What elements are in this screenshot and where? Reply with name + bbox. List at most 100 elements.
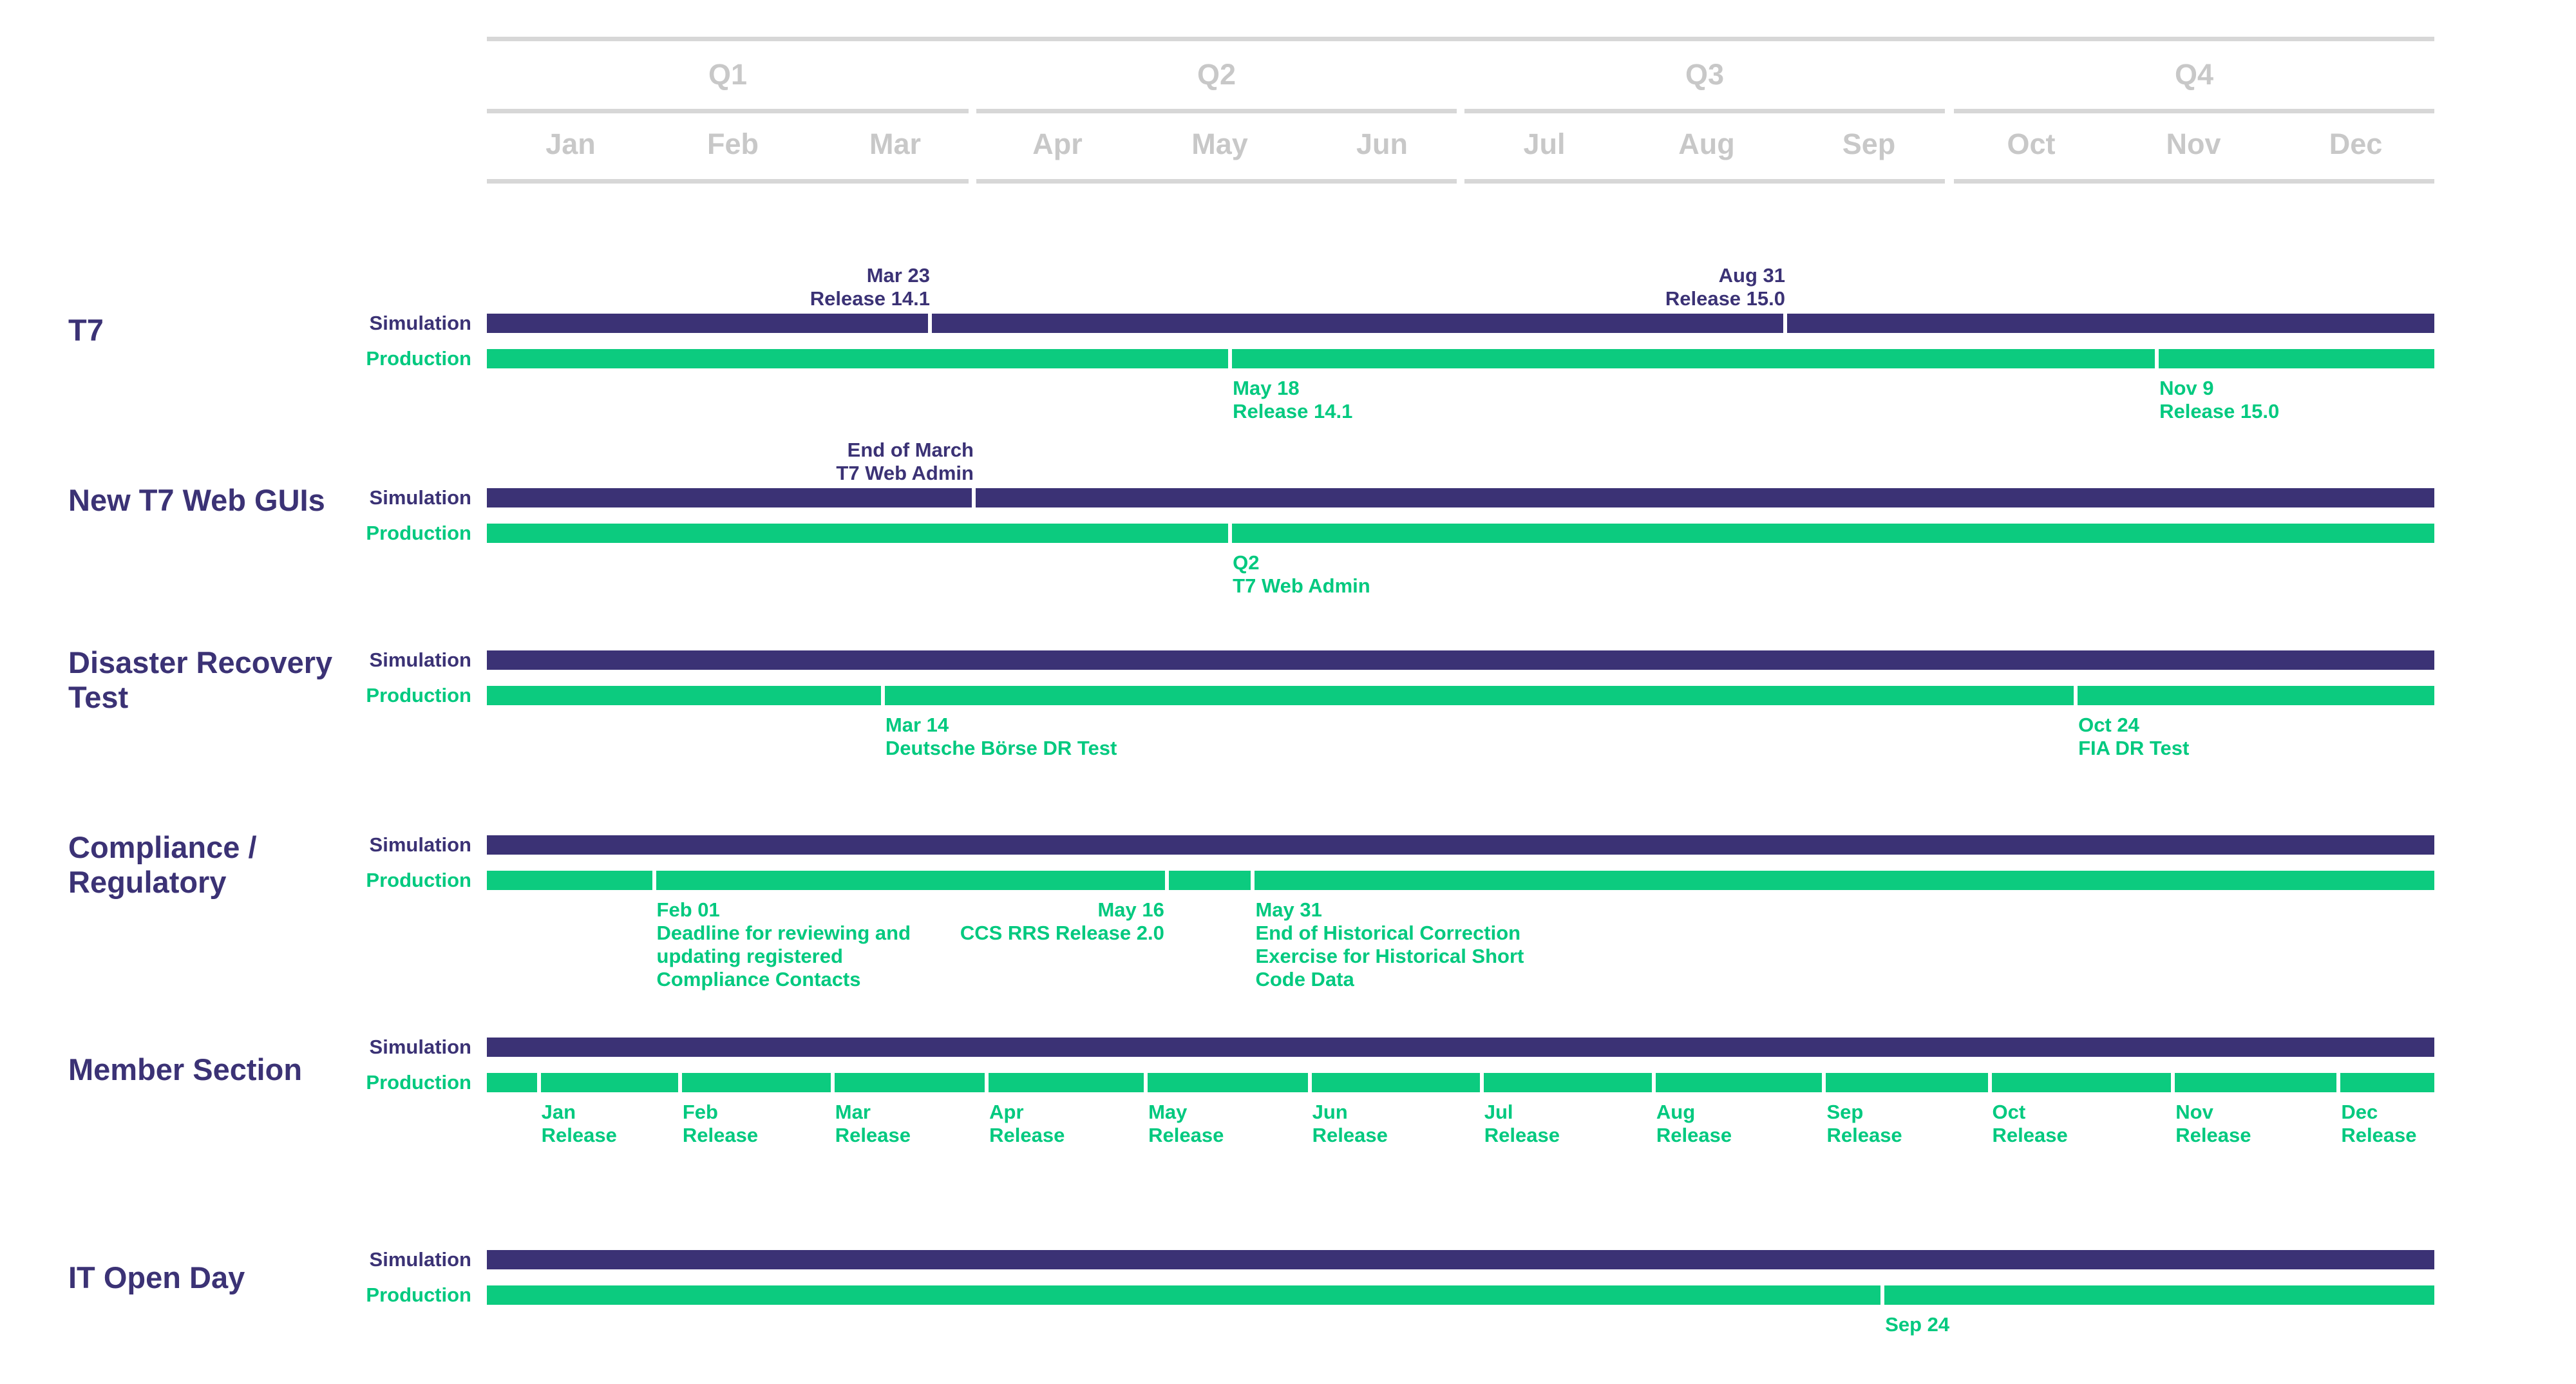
production-milestone-label: Feb 01 Deadline for reviewing and updatin… [657,898,927,991]
milestone-tick [927,314,932,333]
milestone-tick [1251,871,1255,890]
production-milestone-label: Sep 24 [1885,1313,1949,1336]
simulation-bar [487,1250,2434,1269]
milestone-text: End of Historical Correction Exercise fo… [1255,922,1524,991]
production-row-label: Production [366,1284,471,1306]
simulation-row-label: Simulation [369,312,471,334]
milestone-text: Release [541,1124,617,1146]
milestone-tick [1228,349,1233,368]
milestone-date: May 31 [1255,898,1322,921]
milestone-tick [1880,1285,1885,1305]
milestone-text: Release [835,1124,911,1146]
milestone-tick [1164,871,1169,890]
milestone-tick [652,871,656,890]
milestone-text: Deadline for reviewing and updating regi… [656,922,911,991]
milestone-date: Sep [1826,1101,1864,1123]
milestone-date: Aug [1656,1101,1696,1123]
milestone-date: Mar 14 [885,714,949,736]
milestone-text: Release 14.1 [1233,400,1353,422]
month-label-dec: Dec [2329,128,2383,160]
production-milestone-label: Oct Release [1993,1101,2068,1147]
production-milestone-label: Feb Release [683,1101,758,1147]
production-milestone-label: Aug Release [1656,1101,1732,1147]
production-row-label: Production [366,522,471,544]
milestone-tick [536,1073,541,1092]
milestone-date: End of March [847,439,974,461]
milestone-tick [677,1073,682,1092]
milestone-date: Jan [541,1101,576,1123]
simulation-bar [487,488,2434,507]
production-milestone-label: Nov Release [2175,1101,2251,1147]
production-bar [487,1073,2434,1092]
milestone-tick [1822,1073,1826,1092]
production-milestone-label: Nov 9 Release 15.0 [2159,377,2279,423]
production-milestone-label: Sep Release [1826,1101,1902,1147]
simulation-row-label: Simulation [369,833,471,856]
quarter-label-q4: Q4 [2174,58,2214,91]
milestone-tick [1307,1073,1312,1092]
milestone-date: Jun [1312,1101,1348,1123]
milestone-text: T7 Web Admin [1233,574,1370,597]
month-label-mar: Mar [869,128,922,160]
simulation-milestone-label: Mar 23 Release 14.1 [810,264,930,310]
simulation-milestone-label: End of March T7 Web Admin [836,439,974,485]
milestone-date: Q2 [1233,551,1260,574]
quarter-rule [976,109,1457,113]
milestone-text: Release [989,1124,1065,1146]
simulation-row-label: Simulation [369,649,471,671]
production-milestone-label: May 16 CCS RRS Release 2.0 [960,898,1164,945]
production-row-label: Production [366,347,471,370]
production-milestone-label: Mar Release [835,1101,911,1147]
milestone-date: Feb 01 [656,898,720,921]
month-label-may: May [1191,128,1248,160]
section-title: T7 [68,313,104,347]
milestone-text: Release [1484,1124,1560,1146]
production-row-label: Production [366,869,471,891]
milestone-tick [1228,524,1233,543]
month-label-jun: Jun [1356,128,1408,160]
milestone-text: Release [2341,1124,2417,1146]
simulation-bar [487,650,2434,670]
milestone-tick [1479,1073,1484,1092]
simulation-row-label: Simulation [369,1036,471,1058]
milestone-tick [1144,1073,1148,1092]
production-milestone-label: May Release [1148,1101,1224,1147]
production-milestone-label: Mar 14 Deutsche Börse DR Test [886,714,1117,760]
milestone-date: Oct 24 [2078,714,2139,736]
milestone-text: Release [1312,1124,1388,1146]
month-label-feb: Feb [706,128,759,160]
milestone-text: Release [1992,1124,2068,1146]
simulation-bar [487,1038,2434,1057]
production-bar [487,349,2434,368]
milestone-date: May [1148,1101,1188,1123]
production-bar [487,1285,2434,1305]
production-milestone-label: Jan Release [542,1101,617,1147]
month-rule [1464,179,1945,184]
milestone-date: Mar [835,1101,871,1123]
month-label-jul: Jul [1523,128,1566,160]
section-title: Disaster Recovery Test [68,645,333,714]
production-bar [487,686,2434,705]
milestone-tick [1987,1073,1992,1092]
month-label-sep: Sep [1842,128,1896,160]
milestone-date: May 18 [1233,377,1300,399]
header-top-rule [487,37,2434,41]
production-milestone-label: Apr Release [989,1101,1065,1147]
production-milestone-label: Jun Release [1312,1101,1388,1147]
milestone-text: Release 15.0 [2159,400,2280,422]
milestone-text: Release 14.1 [810,287,930,310]
milestone-tick [972,488,976,507]
month-label-apr: Apr [1032,128,1083,160]
milestone-date: Sep 24 [1885,1313,1950,1336]
quarter-label-q3: Q3 [1685,58,1725,91]
section-title: Member Section [68,1052,303,1086]
milestone-tick [830,1073,835,1092]
production-milestone-label: Q2 T7 Web Admin [1233,551,1370,598]
production-milestone-label: May 31 End of Historical Correction Exerc… [1255,898,1526,991]
production-row-label: Production [366,1071,471,1094]
milestone-date: Oct [1992,1101,2026,1123]
production-milestone-label: Jul Release [1484,1101,1560,1147]
simulation-bar [487,314,2434,333]
quarter-rule [1954,109,2434,113]
month-label-oct: Oct [2007,128,2056,160]
